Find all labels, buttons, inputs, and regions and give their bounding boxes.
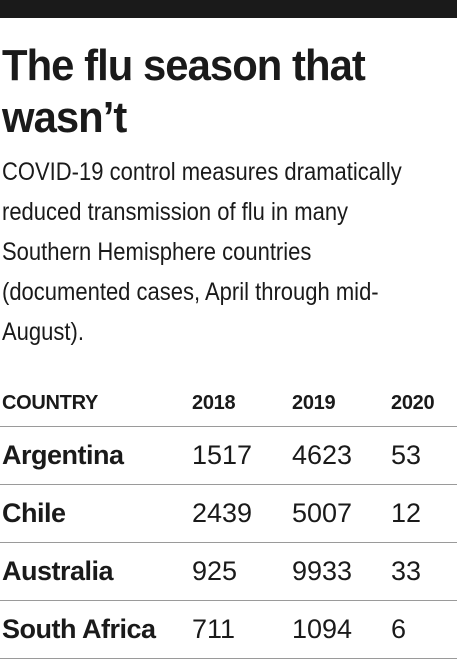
table-row: Chile 2439 5007 12 (0, 484, 457, 543)
country-cell: Chile (0, 484, 190, 543)
value-cell-2019: 4623 (290, 426, 389, 485)
column-header-2020: 2020 (389, 380, 457, 427)
value-cell-2020: 12 (389, 484, 457, 543)
table-row: South Africa 711 1094 6 (0, 600, 457, 659)
column-header-2018: 2018 (190, 380, 290, 427)
chart-subtitle: COVID-19 control measures dramatically r… (2, 158, 402, 346)
top-rule-bar (0, 0, 457, 18)
country-cell: South Africa (0, 600, 190, 659)
country-cell: Australia (0, 542, 190, 601)
value-cell-2020: 6 (389, 600, 457, 659)
column-header-country: COUNTRY (0, 380, 190, 427)
column-header-2019: 2019 (290, 380, 389, 427)
flu-cases-table: COUNTRY 2018 2019 2020 Argentina 1517 46… (0, 380, 457, 659)
table-header-row: COUNTRY 2018 2019 2020 (0, 380, 457, 427)
value-cell-2020: 53 (389, 426, 457, 485)
value-cell-2018: 925 (190, 542, 290, 601)
country-cell: Argentina (0, 426, 190, 485)
table-row: Argentina 1517 4623 53 (0, 426, 457, 485)
value-cell-2019: 5007 (290, 484, 389, 543)
value-cell-2018: 1517 (190, 426, 290, 485)
value-cell-2019: 9933 (290, 542, 389, 601)
value-cell-2020: 33 (389, 542, 457, 601)
value-cell-2018: 711 (190, 600, 290, 659)
table-row: Australia 925 9933 33 (0, 542, 457, 601)
value-cell-2019: 1094 (290, 600, 389, 659)
value-cell-2018: 2439 (190, 484, 290, 543)
chart-title: The flu season that wasn’t (2, 41, 366, 142)
